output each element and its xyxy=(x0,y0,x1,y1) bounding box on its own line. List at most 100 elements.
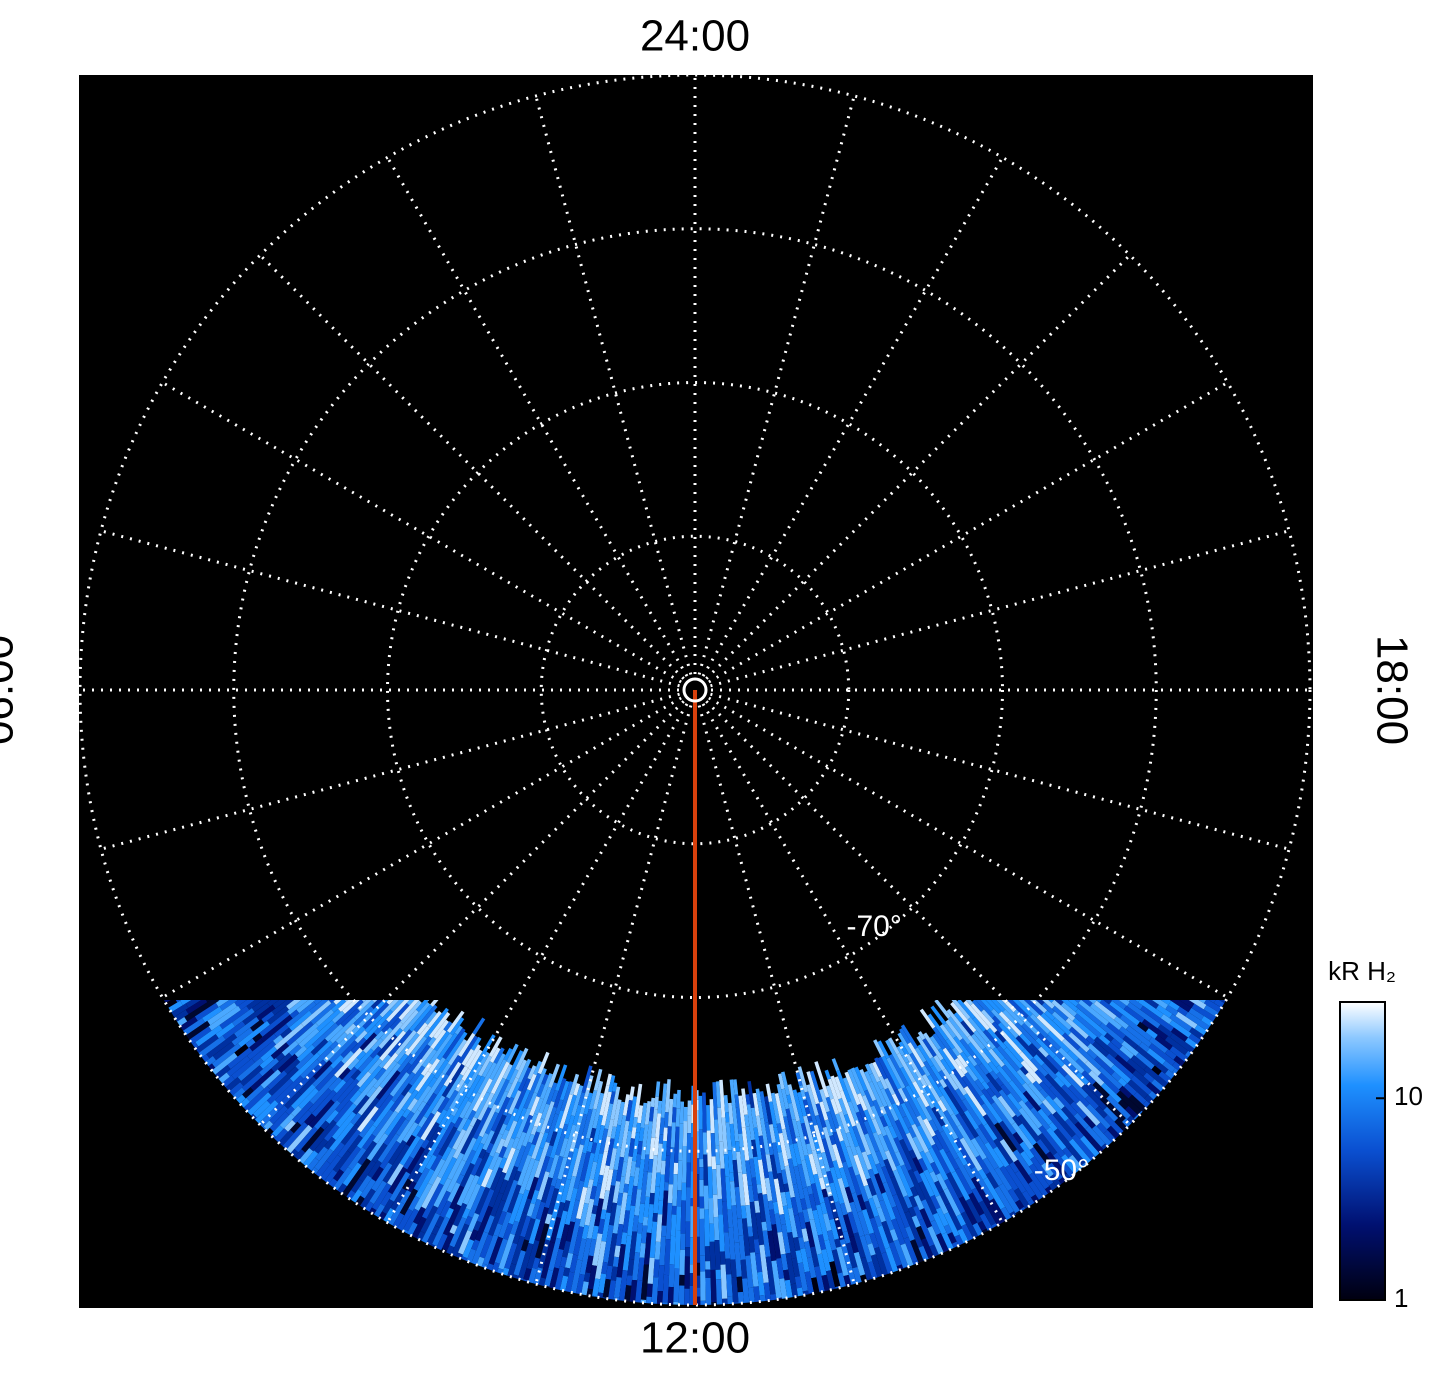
emission-cell xyxy=(956,1150,968,1166)
emission-cell xyxy=(570,1199,580,1223)
emission-cell xyxy=(893,1137,913,1172)
emission-cell xyxy=(798,1236,806,1250)
emission-cell xyxy=(1074,1121,1096,1144)
emission-cell xyxy=(659,1117,665,1135)
emission-cell xyxy=(1001,1058,1026,1086)
emission-cell xyxy=(285,1105,295,1116)
emission-cell xyxy=(612,1082,618,1092)
emission-cell xyxy=(269,1105,289,1125)
emission-cell xyxy=(668,1147,675,1185)
emission-cell xyxy=(795,1136,806,1161)
emission-cell xyxy=(409,1216,427,1243)
emission-cell xyxy=(475,1151,490,1177)
emission-cell xyxy=(287,1000,314,1015)
emission-cell xyxy=(490,1167,504,1191)
emission-cell xyxy=(353,1006,374,1027)
emission-cell xyxy=(439,1156,457,1186)
emission-cell xyxy=(684,1247,691,1257)
emission-cell xyxy=(872,1131,888,1161)
emission-cell xyxy=(745,1255,754,1289)
emission-cell xyxy=(594,1198,604,1227)
emission-cell xyxy=(978,1063,990,1076)
emission-cell xyxy=(541,1177,553,1203)
emission-cell xyxy=(1009,1161,1020,1174)
emission-cell xyxy=(963,1163,976,1179)
emission-cell xyxy=(742,1173,750,1206)
emission-cell xyxy=(793,1237,801,1252)
emission-cell xyxy=(960,1020,975,1037)
emission-cell xyxy=(320,1120,330,1131)
emission-cell xyxy=(324,1024,344,1042)
emission-cell xyxy=(381,1003,410,1034)
emission-cell xyxy=(943,1224,953,1235)
emission-cell xyxy=(1114,1054,1136,1074)
emission-cell xyxy=(349,1089,362,1104)
emission-cell xyxy=(208,1005,241,1031)
local-time-label: 06:00 xyxy=(0,635,22,745)
emission-cell xyxy=(371,1109,394,1137)
emission-cell xyxy=(347,1135,363,1154)
emission-cell xyxy=(662,1274,670,1303)
emission-cell xyxy=(1059,1000,1079,1012)
emission-cell xyxy=(624,1156,633,1185)
emission-cell xyxy=(310,1038,329,1056)
emission-cell xyxy=(1113,1016,1129,1030)
emission-cell xyxy=(705,1277,712,1305)
emission-cell xyxy=(474,1205,493,1242)
emission-cell xyxy=(985,1172,999,1189)
emission-cell xyxy=(622,1094,630,1116)
emission-cell xyxy=(975,1155,991,1175)
emission-cell xyxy=(1014,1170,1036,1198)
emission-cell xyxy=(358,1159,376,1182)
emission-cell xyxy=(829,1166,845,1205)
emission-cell xyxy=(356,1050,367,1061)
emission-cell xyxy=(989,1198,1002,1214)
emission-cell xyxy=(610,1126,617,1139)
emission-cell xyxy=(569,1254,579,1273)
emission-cell xyxy=(900,1164,915,1189)
emission-cell xyxy=(514,1078,531,1110)
emission-cell xyxy=(462,1118,472,1131)
emission-cell xyxy=(802,1209,810,1223)
emission-cell xyxy=(755,1115,763,1137)
emission-cell xyxy=(978,1200,996,1226)
emission-cell xyxy=(513,1089,531,1123)
emission-cell xyxy=(745,1094,751,1105)
emission-cell xyxy=(1012,1114,1023,1127)
emission-cell xyxy=(927,1013,949,1041)
emission-cell xyxy=(1047,1162,1063,1181)
emission-cell xyxy=(268,1066,299,1096)
emission-cell xyxy=(240,1065,263,1087)
emission-cell xyxy=(1169,1013,1193,1032)
emission-cell xyxy=(986,1040,996,1050)
emission-cell xyxy=(947,1016,971,1045)
emission-cell xyxy=(470,1231,489,1268)
emission-cell xyxy=(1037,1108,1053,1126)
emission-cell xyxy=(553,1077,567,1108)
emission-cell xyxy=(503,1113,512,1126)
colorbar-tick-label: 10 xyxy=(1394,1081,1423,1111)
emission-cell xyxy=(878,1075,889,1090)
emission-cell xyxy=(463,1092,481,1120)
grid xyxy=(78,73,1312,1307)
emission-cell xyxy=(674,1126,680,1163)
emission-cell xyxy=(867,1153,879,1175)
emission-cell xyxy=(883,1113,893,1128)
emission-cell xyxy=(391,1071,416,1103)
emission-cell xyxy=(792,1089,805,1124)
emission-cell xyxy=(420,1205,438,1234)
emission-cell xyxy=(518,1242,534,1279)
emission-cell xyxy=(1064,1073,1089,1099)
emission-cell xyxy=(879,1199,895,1231)
emission-cell xyxy=(721,1117,728,1155)
emission-cell xyxy=(417,1115,428,1128)
emission-cell xyxy=(569,1073,580,1096)
emission-cell xyxy=(940,1058,953,1075)
emission-cell xyxy=(358,1065,382,1093)
emission-cell xyxy=(807,1207,815,1221)
emission-cell xyxy=(685,1187,691,1222)
emission-cell xyxy=(851,1192,862,1213)
emission-cell xyxy=(1038,1132,1058,1156)
emission-cell xyxy=(1032,1142,1052,1166)
meridian xyxy=(386,156,689,677)
